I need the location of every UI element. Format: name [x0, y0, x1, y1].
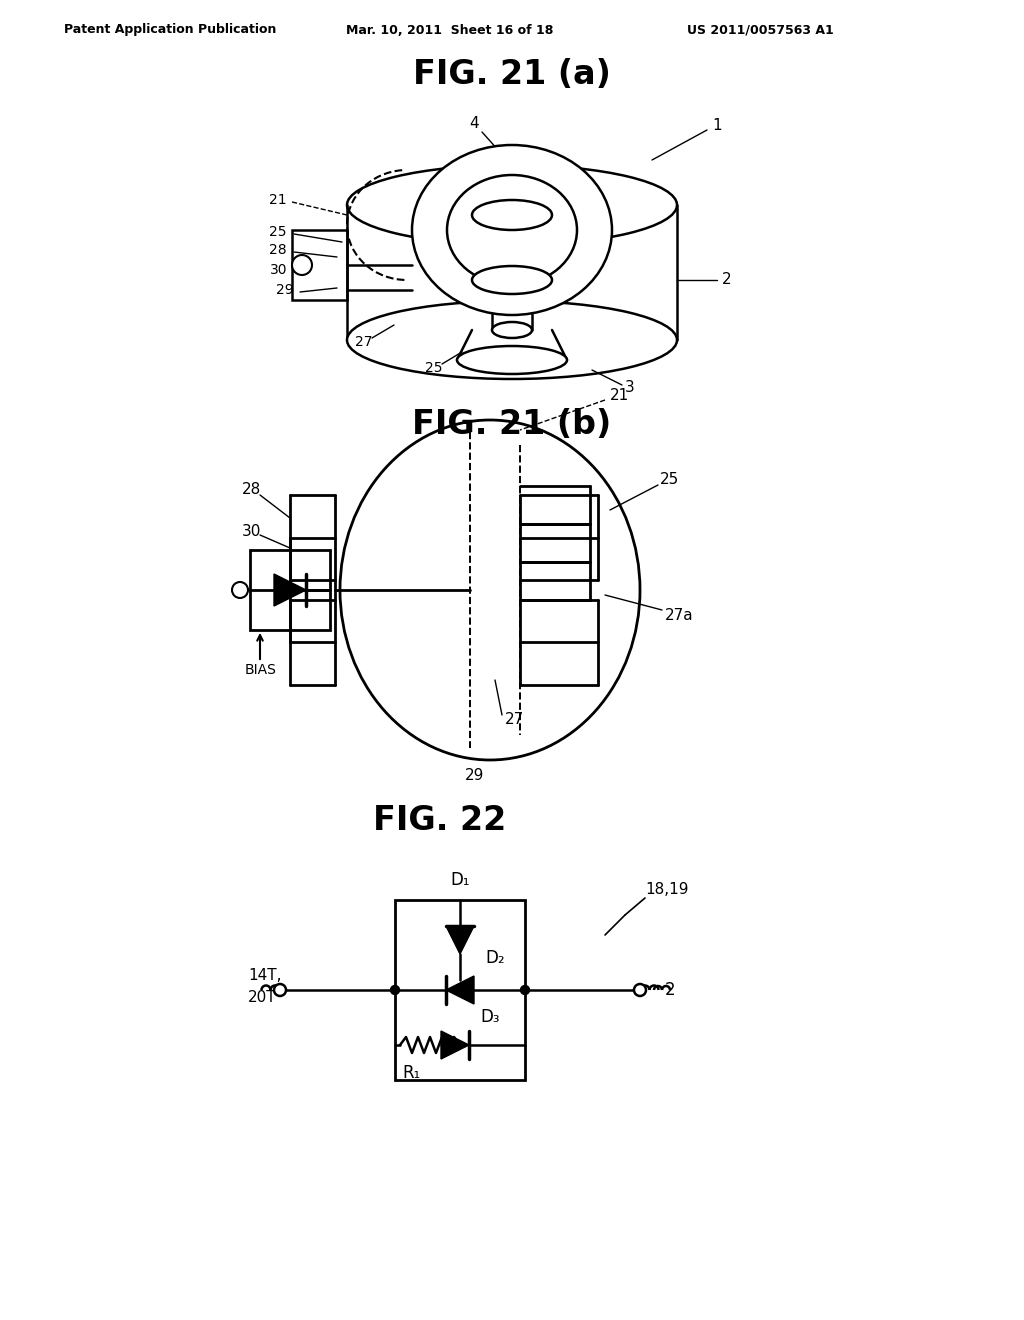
Circle shape [274, 983, 286, 997]
Text: 27: 27 [505, 713, 524, 727]
Ellipse shape [412, 145, 612, 315]
Text: 29: 29 [276, 282, 294, 297]
Circle shape [634, 983, 646, 997]
Polygon shape [274, 574, 306, 606]
Text: 29: 29 [465, 767, 484, 783]
Text: 21: 21 [610, 388, 630, 403]
Text: 2: 2 [665, 981, 676, 999]
Text: D₁: D₁ [451, 871, 470, 888]
Text: Patent Application Publication: Patent Application Publication [63, 24, 276, 37]
Text: FIG. 22: FIG. 22 [374, 804, 507, 837]
Text: 30: 30 [242, 524, 261, 540]
Polygon shape [446, 975, 474, 1005]
Text: 25: 25 [425, 360, 442, 375]
Ellipse shape [457, 346, 567, 374]
Circle shape [390, 986, 399, 994]
Ellipse shape [347, 165, 677, 246]
Text: BIAS: BIAS [245, 663, 276, 677]
Circle shape [520, 986, 529, 994]
Ellipse shape [447, 176, 577, 285]
Ellipse shape [347, 301, 677, 379]
Text: D₂: D₂ [485, 949, 505, 968]
Text: 28: 28 [242, 483, 261, 498]
Circle shape [292, 255, 312, 275]
Bar [292, 230, 347, 300]
Ellipse shape [492, 322, 532, 338]
Text: 14T,: 14T, [248, 969, 282, 983]
Bar [395, 900, 525, 1080]
Text: 25: 25 [269, 224, 287, 239]
Text: 27a: 27a [665, 607, 693, 623]
Text: 1: 1 [712, 117, 722, 132]
Polygon shape [446, 927, 474, 954]
Text: 4: 4 [469, 116, 479, 132]
Text: 25: 25 [660, 473, 679, 487]
Ellipse shape [472, 267, 552, 294]
Text: D₃: D₃ [480, 1008, 500, 1026]
Text: 27: 27 [355, 335, 373, 348]
Text: 3: 3 [625, 380, 635, 396]
Ellipse shape [340, 420, 640, 760]
Text: 18,19: 18,19 [645, 883, 688, 898]
Text: 30: 30 [269, 263, 287, 277]
Ellipse shape [472, 201, 552, 230]
Text: R₁: R₁ [402, 1064, 421, 1082]
Bar [250, 550, 330, 630]
Text: 20T: 20T [248, 990, 276, 1006]
Text: 21: 21 [269, 193, 287, 207]
Text: US 2011/0057563 A1: US 2011/0057563 A1 [687, 24, 834, 37]
Text: 2: 2 [722, 272, 732, 288]
Text: 28: 28 [269, 243, 287, 257]
Circle shape [232, 582, 248, 598]
Polygon shape [441, 1031, 469, 1059]
Text: Mar. 10, 2011  Sheet 16 of 18: Mar. 10, 2011 Sheet 16 of 18 [346, 24, 554, 37]
Text: FIG. 21 (a): FIG. 21 (a) [413, 58, 611, 91]
Text: FIG. 21 (b): FIG. 21 (b) [413, 408, 611, 441]
